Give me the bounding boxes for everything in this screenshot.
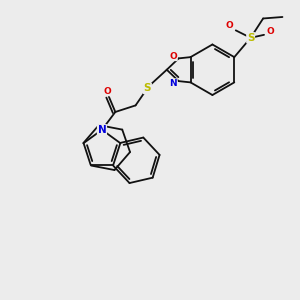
Text: O: O bbox=[103, 87, 111, 96]
Text: N: N bbox=[169, 79, 177, 88]
Text: N: N bbox=[98, 125, 106, 135]
Text: O: O bbox=[225, 21, 233, 30]
Text: S: S bbox=[247, 33, 254, 43]
Text: S: S bbox=[144, 83, 151, 94]
Text: O: O bbox=[169, 52, 177, 61]
Text: O: O bbox=[267, 27, 274, 36]
